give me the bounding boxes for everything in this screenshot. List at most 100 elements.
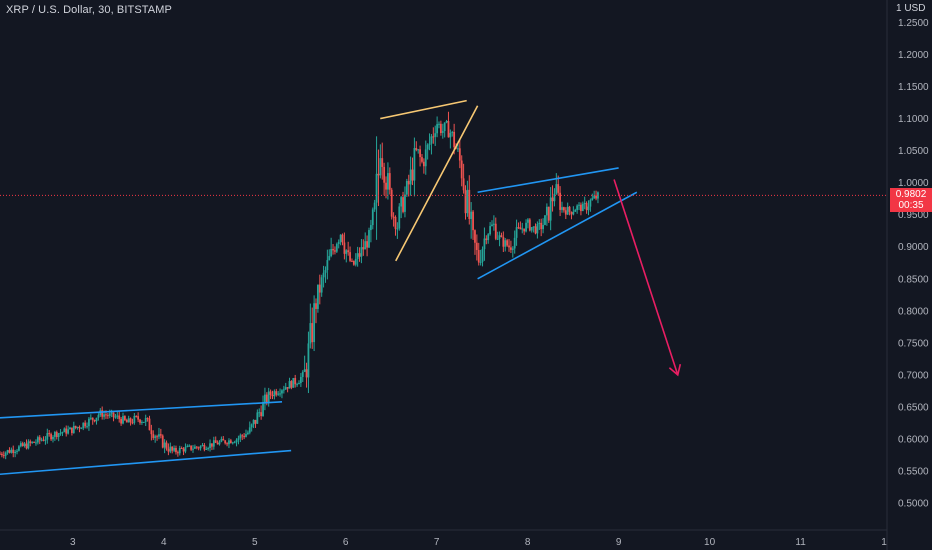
candle-body	[318, 284, 321, 293]
candle-body	[349, 252, 351, 261]
candle-body	[580, 204, 582, 212]
candle-body	[409, 169, 412, 185]
candle-body	[451, 131, 454, 133]
candle-body	[468, 189, 471, 219]
candle-body	[246, 432, 249, 435]
candle-body	[407, 181, 410, 185]
wedge-top-line[interactable]	[380, 99, 467, 120]
candle-body	[176, 452, 179, 454]
candle-body	[489, 226, 491, 235]
candle-body	[305, 369, 308, 378]
candle-body	[457, 148, 459, 150]
candle-body	[182, 448, 185, 452]
candle-body	[158, 434, 160, 437]
channel-lower-line[interactable]	[0, 449, 292, 476]
price-tick-label: 0.6500	[898, 402, 929, 413]
candle-body	[298, 383, 300, 385]
candle-body	[508, 245, 510, 248]
arrow-head	[668, 364, 682, 377]
currency-label[interactable]: 1 USD	[896, 3, 926, 14]
candle-body	[195, 446, 198, 448]
candle-body	[422, 161, 425, 167]
candle-body	[112, 412, 115, 418]
candle-body	[313, 303, 316, 343]
candle-body	[46, 433, 49, 440]
candle-body	[6, 450, 9, 453]
candle-body	[95, 417, 98, 422]
candle-body	[460, 160, 463, 179]
price-tick-label: 1.0000	[898, 178, 929, 189]
time-tick-label: 6	[343, 537, 349, 548]
arrow-line[interactable]	[613, 179, 679, 376]
price-tick-label: 1.0500	[898, 146, 929, 157]
candle-body	[167, 448, 170, 452]
candle-body	[14, 451, 17, 454]
candle-body	[585, 203, 588, 211]
drawing-layer	[0, 99, 682, 476]
candle-body	[332, 248, 334, 251]
candle-body	[532, 226, 535, 228]
candle-body	[67, 429, 70, 434]
candle-body	[0, 453, 3, 456]
candle-body	[93, 419, 96, 422]
candle-body	[366, 241, 368, 248]
time-axis[interactable]: 3 4 5 6 7 8 9 10 11 1	[70, 537, 887, 548]
candle-body	[180, 448, 183, 450]
candle-body	[527, 219, 529, 223]
candle-body	[589, 200, 592, 207]
candle-body	[190, 445, 193, 450]
candle-body	[593, 195, 596, 199]
candle-body	[343, 242, 346, 254]
candle-body	[544, 215, 546, 225]
candle-body	[555, 184, 558, 194]
price-axis[interactable]: 1.2500 1.2000 1.1500 1.1000 1.0500 1.0000 0.95…	[898, 18, 929, 510]
candle-body	[129, 418, 132, 423]
candle-body	[426, 144, 429, 150]
price-tick-label: 0.6000	[898, 434, 929, 445]
candle-body	[385, 182, 387, 190]
candle-body	[525, 222, 527, 232]
candle-body	[303, 369, 306, 372]
candle-body	[220, 438, 223, 442]
candle-body	[438, 123, 440, 125]
candle-body	[434, 133, 437, 137]
candle-body	[250, 424, 253, 428]
candle-body	[141, 421, 143, 423]
candle-body	[0, 453, 1, 455]
candle-body	[381, 158, 384, 167]
candle-body	[4, 452, 7, 456]
channel-upper-line[interactable]	[0, 401, 283, 419]
channel-lower-line[interactable]	[477, 191, 638, 280]
symbol-title[interactable]: XRP / U.S. Dollar, 30, BITSTAMP	[6, 4, 172, 16]
candle-body	[299, 377, 302, 384]
candle-body	[282, 389, 285, 391]
candle-body	[80, 428, 83, 430]
candle-body	[559, 192, 562, 210]
candle-body	[188, 445, 191, 447]
price-tick-label: 0.5000	[898, 499, 929, 510]
price-tick-label: 1.2000	[898, 50, 929, 61]
candle-body	[534, 226, 537, 234]
wedge-side-line[interactable]	[395, 105, 479, 262]
candle-body	[436, 124, 439, 134]
candle-body	[233, 442, 236, 444]
channel-upper-line[interactable]	[477, 167, 619, 194]
candle-body	[42, 439, 45, 441]
candle-body	[513, 237, 516, 249]
candle-body	[398, 206, 401, 229]
candle-body	[122, 416, 124, 424]
candle-body	[286, 387, 289, 389]
candle-body	[144, 418, 147, 422]
candle-body	[248, 427, 251, 433]
candle-body	[568, 206, 571, 212]
candle-body	[110, 412, 113, 414]
candle-body	[184, 447, 187, 452]
candle-body	[89, 417, 92, 419]
candle-body	[443, 122, 446, 132]
bar-countdown: 00:35	[898, 200, 924, 212]
candle-body	[322, 272, 325, 278]
candle-body	[254, 419, 257, 424]
candle-body	[201, 445, 204, 447]
